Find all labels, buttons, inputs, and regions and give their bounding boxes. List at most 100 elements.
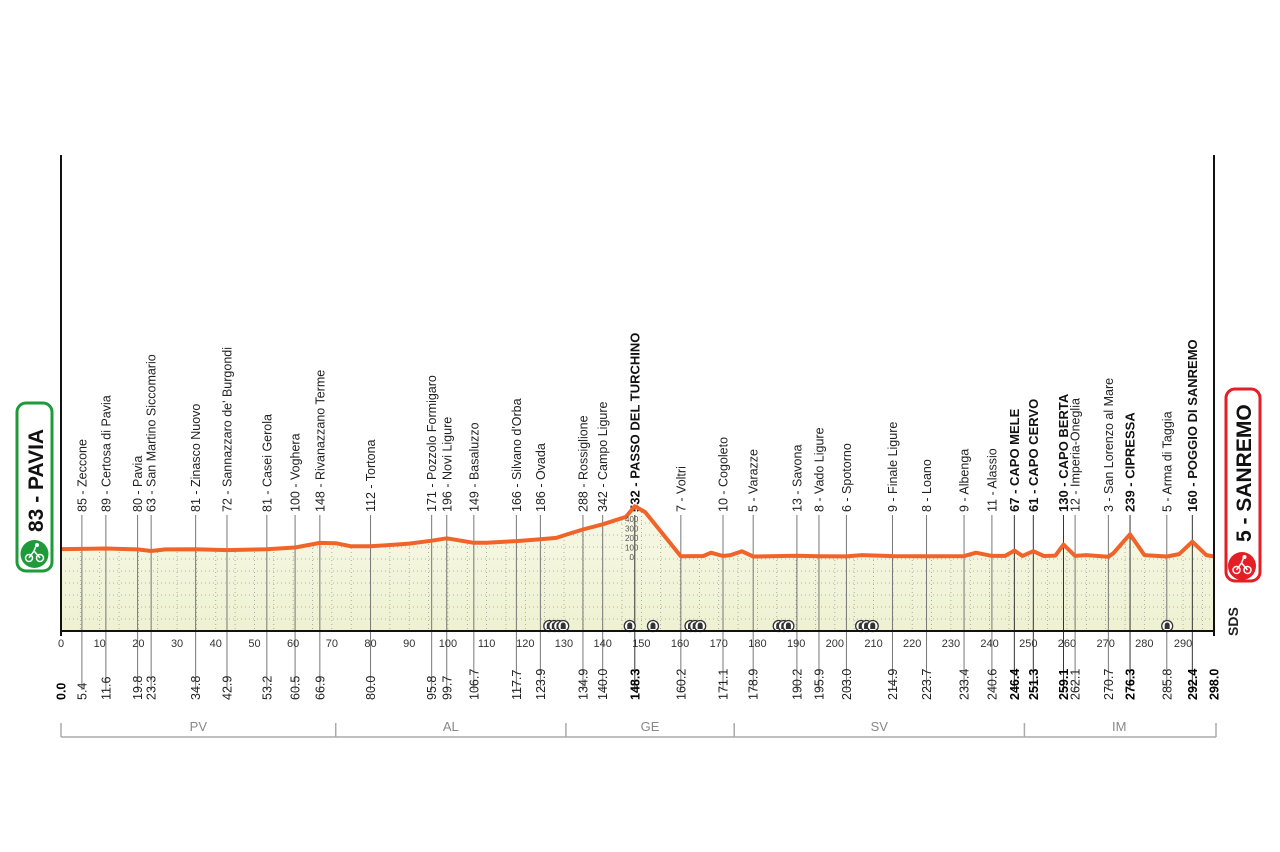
elevation-scale-label: 300 bbox=[625, 524, 639, 533]
province-label: IM bbox=[1112, 719, 1126, 734]
x-tick-label: 60 bbox=[287, 638, 299, 650]
waypoint-km-label: 178.9 bbox=[747, 669, 761, 700]
waypoint-km-label: 11.6 bbox=[99, 677, 113, 700]
waypoint-km-label: 190.2 bbox=[790, 669, 804, 700]
x-tick-label: 120 bbox=[516, 638, 534, 650]
elevation-profile-line bbox=[60, 504, 1215, 559]
waypoint-label: 67 - CAPO MELE bbox=[1007, 408, 1022, 512]
waypoint-label: 166 - Silvano d'Orba bbox=[510, 398, 524, 512]
waypoint-km-label: 240.6 bbox=[985, 669, 999, 700]
waypoint-km-label: 285.8 bbox=[1160, 669, 1174, 700]
x-tick-label: 160 bbox=[671, 638, 689, 650]
waypoint-km-label: 42.9 bbox=[220, 676, 234, 700]
waypoint-km-label: 223.7 bbox=[920, 669, 934, 700]
waypoint-km-label: 262.1 bbox=[1069, 669, 1083, 700]
waypoint-km-label: 251.3 bbox=[1027, 669, 1041, 700]
waypoint-km-label: 160.2 bbox=[674, 669, 688, 700]
waypoint-label: 130 - CAPO BERTA bbox=[1056, 393, 1071, 512]
waypoint-km-label: 259.1 bbox=[1057, 669, 1071, 700]
x-tick-label: 190 bbox=[787, 638, 805, 650]
waypoint-km-label: 140.0 bbox=[596, 669, 610, 700]
waypoint-km-label: 195.9 bbox=[812, 669, 826, 700]
x-tick-label: 10 bbox=[94, 638, 106, 650]
waypoint-label: 196 - Novi Ligure bbox=[440, 417, 454, 512]
waypoint-label: 112 - Tortona bbox=[364, 439, 378, 512]
tunnel-icon bbox=[782, 619, 795, 633]
x-tick-label: 180 bbox=[748, 638, 766, 650]
tunnel-icon bbox=[866, 619, 879, 633]
waypoint-label: 532 - PASSO DEL TURCHINO bbox=[627, 333, 642, 512]
waypoint-label: 89 - Certosa di Pavia bbox=[99, 395, 113, 512]
waypoint-km-label: 19.8 bbox=[131, 676, 145, 700]
waypoint-km-label: 99.7 bbox=[440, 676, 454, 700]
x-tick-label: 250 bbox=[1019, 638, 1037, 650]
x-tick-label: 140 bbox=[593, 638, 611, 650]
start-label: 83 - PAVIA bbox=[25, 429, 48, 532]
waypoint-km-label: 95.8 bbox=[425, 676, 439, 700]
waypoint-km-label: 171.1 bbox=[717, 669, 731, 700]
waypoint-label: 5 - Varazze bbox=[747, 449, 761, 512]
waypoint-label: 8 - Vado Ligure bbox=[812, 427, 826, 512]
waypoint-label: 148 - Rivanazzano Terme bbox=[313, 370, 327, 512]
x-tick-label: 50 bbox=[248, 638, 260, 650]
elevation-scale-label: 200 bbox=[625, 534, 639, 543]
x-tick-label: 20 bbox=[132, 638, 144, 650]
waypoint-label: 239 - CIPRESSA bbox=[1123, 412, 1138, 512]
waypoint-km-label: 53.2 bbox=[260, 676, 274, 700]
waypoint-label: 13 - Savona bbox=[790, 445, 804, 512]
waypoint-label: 63 - San Martino Siccomario bbox=[145, 354, 159, 512]
tunnel-icon bbox=[1161, 619, 1174, 633]
waypoint-label: 80 - Pavia bbox=[131, 456, 145, 512]
waypoint-label: 12 - Imperia-Oneglia bbox=[1069, 398, 1083, 512]
tunnel-icon-arch bbox=[560, 622, 566, 629]
x-tick-label: 90 bbox=[403, 638, 415, 650]
province-band: PV AL GE SV IM bbox=[60, 719, 1217, 738]
x-tick-label: 150 bbox=[632, 638, 650, 650]
x-tick-label: 110 bbox=[478, 638, 496, 650]
waypoint-label: 3 - San Lorenzo al Mare bbox=[1102, 378, 1116, 512]
waypoint-label: 10 - Cogoleto bbox=[717, 437, 731, 512]
x-tick-label: 270 bbox=[1096, 638, 1114, 650]
profile-area bbox=[61, 506, 1214, 631]
tunnel-icon-arch bbox=[870, 622, 876, 629]
x-tick-label: 30 bbox=[171, 638, 183, 650]
waypoint-km-label: 148.3 bbox=[628, 669, 642, 700]
waypoint-label: 9 - Albenga bbox=[958, 449, 972, 512]
waypoint-label: 9 - Finale Ligure bbox=[886, 422, 900, 512]
waypoint-km-label: 5.4 bbox=[75, 683, 89, 700]
x-tick-label: 100 bbox=[439, 638, 457, 650]
waypoint-km-label: 117.7 bbox=[510, 670, 524, 700]
waypoint-km-label: 23.3 bbox=[145, 676, 159, 700]
sds-logo: SDS bbox=[1225, 607, 1241, 636]
x-tick-label: 170 bbox=[710, 638, 728, 650]
waypoint-label: 11 - Alassio bbox=[985, 448, 999, 512]
x-tick-label: 230 bbox=[942, 638, 960, 650]
waypoint-label: 6 - Spotorno bbox=[840, 443, 854, 512]
waypoint-label: 160 - POGGIO DI SANREMO bbox=[1185, 339, 1200, 512]
tunnel-icon bbox=[694, 619, 707, 633]
waypoint-label: 186 - Ovada bbox=[534, 443, 548, 512]
x-tick-label: 200 bbox=[826, 638, 844, 650]
start-km-label: 0.0 bbox=[55, 683, 69, 700]
province-label: PV bbox=[190, 719, 208, 734]
waypoints: 85 - Zeccone 5.4 89 - Certosa di Pavia 11.6… bbox=[55, 333, 1222, 700]
elevation-scale-label: 400 bbox=[625, 515, 639, 524]
waypoint-km-label: 66.9 bbox=[313, 676, 327, 700]
x-tick-label: 70 bbox=[326, 638, 338, 650]
x-tick-label: 80 bbox=[364, 638, 376, 650]
tunnel-icon-arch bbox=[785, 622, 791, 629]
finish-badge: 5 - SANREMO bbox=[1224, 387, 1262, 583]
start-badge: 83 - PAVIA bbox=[15, 401, 54, 573]
waypoint-label: 5 - Arma di Taggia bbox=[1160, 411, 1174, 512]
waypoint-label: 72 - Sannazzaro de' Burgondi bbox=[220, 347, 234, 512]
tunnel-icon bbox=[623, 619, 636, 633]
tunnel-icon-arch bbox=[1164, 622, 1170, 629]
waypoint-label: 8 - Loano bbox=[920, 459, 934, 512]
province-label: SV bbox=[871, 719, 889, 734]
finish-label: 5 - SANREMO bbox=[1233, 404, 1256, 542]
waypoint-km-label: 134.9 bbox=[576, 669, 590, 700]
x-tick-label: 130 bbox=[555, 638, 573, 650]
x-tick-label: 210 bbox=[864, 638, 882, 650]
waypoint-label: 81 - Casei Gerola bbox=[260, 414, 274, 512]
